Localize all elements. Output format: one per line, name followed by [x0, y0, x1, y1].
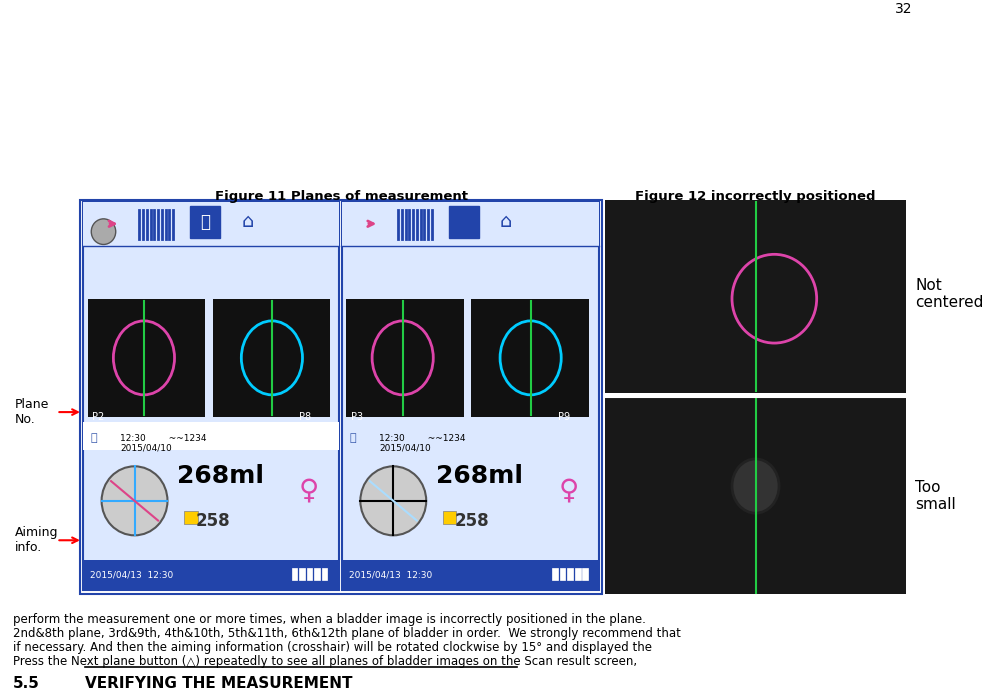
- Bar: [341, 560, 599, 589]
- Text: Figure 12 incorrectly positioned: Figure 12 incorrectly positioned: [635, 190, 876, 203]
- Text: 2nd&8th plane, 3rd&9th, 4th&10th, 5th&11th, 6th&12th plane of bladder in order. : 2nd&8th plane, 3rd&9th, 4th&10th, 5th&11…: [13, 627, 681, 640]
- Text: 268ml: 268ml: [436, 464, 523, 488]
- Text: Figure 11 Planes of measurement: Figure 11 Planes of measurement: [215, 190, 467, 203]
- Circle shape: [102, 466, 168, 535]
- Text: 2015/04/10: 2015/04/10: [120, 443, 173, 452]
- Text: Press the Next plane button (△) repeatedly to see all planes of bladder images o: Press the Next plane button (△) repeated…: [13, 655, 637, 668]
- Text: ♀: ♀: [299, 477, 318, 505]
- Bar: [443, 511, 457, 525]
- Bar: [83, 202, 339, 247]
- Text: 2015/04/13  12:30: 2015/04/13 12:30: [349, 571, 432, 579]
- Text: ⌂: ⌂: [500, 212, 513, 231]
- Circle shape: [360, 466, 426, 535]
- FancyBboxPatch shape: [80, 200, 602, 594]
- FancyBboxPatch shape: [83, 202, 339, 589]
- Text: ♀: ♀: [559, 477, 580, 505]
- Bar: [83, 422, 339, 450]
- Text: 2015/04/13  12:30: 2015/04/13 12:30: [91, 571, 174, 579]
- Text: 258: 258: [195, 512, 231, 530]
- Bar: [341, 202, 599, 247]
- Text: P2: P2: [93, 412, 105, 422]
- Text: P9: P9: [558, 412, 570, 422]
- Text: Too
small: Too small: [915, 480, 956, 512]
- Text: 5.5: 5.5: [13, 676, 40, 692]
- Bar: [292, 568, 298, 580]
- Bar: [307, 568, 313, 580]
- Text: 📷: 📷: [349, 433, 356, 443]
- Bar: [315, 568, 319, 580]
- Text: VERIFYING THE MEASUREMENT: VERIFYING THE MEASUREMENT: [85, 676, 352, 692]
- Bar: [184, 511, 197, 525]
- Text: 12:30        ~~1234: 12:30 ~~1234: [120, 434, 207, 443]
- Bar: [560, 568, 565, 580]
- Bar: [299, 568, 305, 580]
- Bar: [567, 568, 573, 580]
- Text: 💾: 💾: [200, 213, 210, 231]
- Text: Plane
No.: Plane No.: [15, 398, 49, 426]
- Bar: [605, 398, 906, 594]
- Ellipse shape: [732, 459, 779, 513]
- Text: ⌂: ⌂: [242, 212, 253, 231]
- Text: 📷: 📷: [91, 433, 97, 443]
- FancyBboxPatch shape: [341, 202, 599, 589]
- Text: 32: 32: [895, 1, 913, 16]
- FancyBboxPatch shape: [190, 206, 220, 238]
- Text: if necessary. And then the aiming information (crosshair) will be rotated clockw: if necessary. And then the aiming inform…: [13, 641, 652, 654]
- Text: 12:30        ~~1234: 12:30 ~~1234: [380, 434, 465, 443]
- FancyBboxPatch shape: [449, 206, 479, 238]
- Text: 268ml: 268ml: [176, 464, 264, 488]
- Bar: [346, 299, 463, 417]
- Bar: [552, 568, 558, 580]
- Text: 258: 258: [455, 512, 489, 530]
- Circle shape: [92, 219, 115, 245]
- Bar: [88, 299, 205, 417]
- Bar: [575, 568, 581, 580]
- Bar: [605, 200, 906, 393]
- Text: Aiming
info.: Aiming info.: [15, 526, 58, 555]
- Text: P8: P8: [300, 412, 312, 422]
- Text: Not
centered: Not centered: [915, 277, 984, 310]
- Bar: [321, 568, 327, 580]
- Bar: [583, 568, 588, 580]
- Text: 2015/04/10: 2015/04/10: [380, 443, 431, 452]
- Bar: [83, 560, 339, 589]
- Text: perform the measurement one or more times, when a bladder image is incorrectly p: perform the measurement one or more time…: [13, 613, 646, 626]
- Text: P3: P3: [351, 412, 363, 422]
- Bar: [471, 299, 589, 417]
- Bar: [213, 299, 330, 417]
